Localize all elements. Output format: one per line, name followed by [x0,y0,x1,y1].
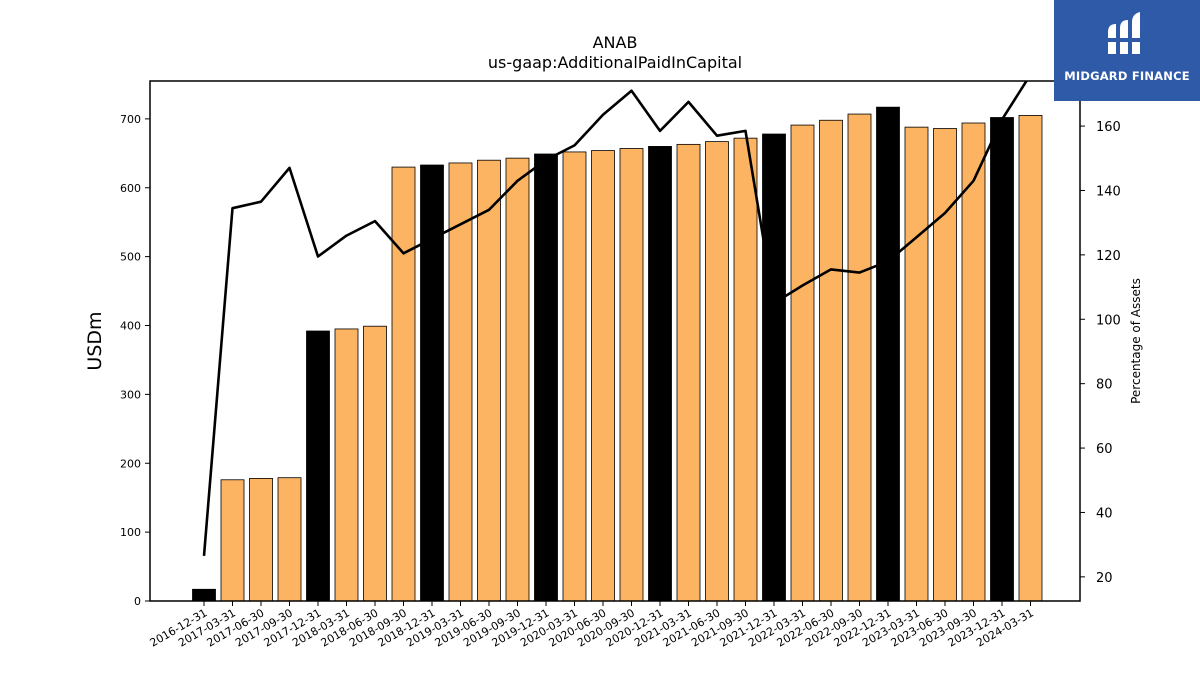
bar-2022-03-31 [790,124,815,602]
bar-2021-09-30 [733,137,758,602]
x-axis: 2016-12-312017-03-312017-06-302017-09-30… [148,601,1036,650]
y-axis-label: USDm [84,311,106,370]
bar-2022-06-30 [819,119,843,602]
left-tick-label: 600 [120,182,141,195]
bar-2022-09-30 [847,113,872,602]
bar-2017-09-30 [277,477,302,602]
left-axis: 0 100 200 300 400 500 600 700 [120,113,150,608]
right-tick-label: 100 [1096,313,1121,328]
left-tick-label: 500 [120,251,141,264]
midgard-logo-icon [1106,12,1144,54]
bar-2023-06-30 [933,128,957,602]
bar-2021-06-30 [705,141,729,602]
bar-2023-03-31 [904,126,929,602]
bar-2023-09-30 [961,122,986,602]
bar-2018-06-30 [363,325,387,602]
chart-subtitle: us-gaap:AdditionalPaidInCapital [488,53,742,72]
series-line [202,81,1028,557]
bar-2021-03-31 [676,143,701,602]
bar-2024-03-31 [1018,115,1043,602]
bar-2019-06-30 [477,159,501,602]
bar-2017-06-30 [249,478,273,602]
bar-2016-12-31 [192,588,216,602]
bar-2021-12-31 [762,133,786,602]
brand-logo: MIDGARD FINANCE [1054,0,1200,101]
bar-2018-12-31 [420,164,444,602]
left-tick-label: 100 [120,526,141,539]
bar-2017-03-31 [220,479,245,602]
chart-title: ANAB [593,33,638,52]
left-tick-label: 300 [120,388,141,401]
right-tick-label: 40 [1096,506,1113,521]
right-tick-label: 160 [1096,120,1121,135]
right-tick-label: 60 [1096,442,1113,457]
left-tick-label: 700 [120,113,141,126]
brand-name: MIDGARD FINANCE [1064,69,1190,83]
bar-2020-06-30 [591,150,615,602]
right-tick-label: 120 [1096,249,1121,264]
right-axis: 20 40 60 80 100 120 140 160 [1080,120,1121,586]
left-tick-label: 400 [120,320,141,333]
right-tick-label: 140 [1096,184,1121,199]
bar-2020-09-30 [619,148,644,602]
left-tick-label: 200 [120,457,141,470]
y2-axis-label: Percentage of Assets [1129,278,1143,404]
bar-2018-03-31 [334,328,359,602]
right-tick-label: 20 [1096,571,1113,586]
bar-2019-12-31 [534,153,558,602]
bar-2023-12-31 [990,117,1014,602]
bar-2017-12-31 [306,330,330,602]
right-tick-label: 80 [1096,378,1113,393]
bars-group [192,106,1043,602]
bar-2022-12-31 [876,106,900,602]
bar-2018-09-30 [391,166,416,602]
line-layer [202,81,1028,557]
left-tick-label: 0 [134,595,141,608]
plot-frame [149,80,1081,602]
bar-2020-03-31 [562,151,587,602]
bar-2019-09-30 [505,157,530,602]
bar-2020-12-31 [648,146,672,602]
